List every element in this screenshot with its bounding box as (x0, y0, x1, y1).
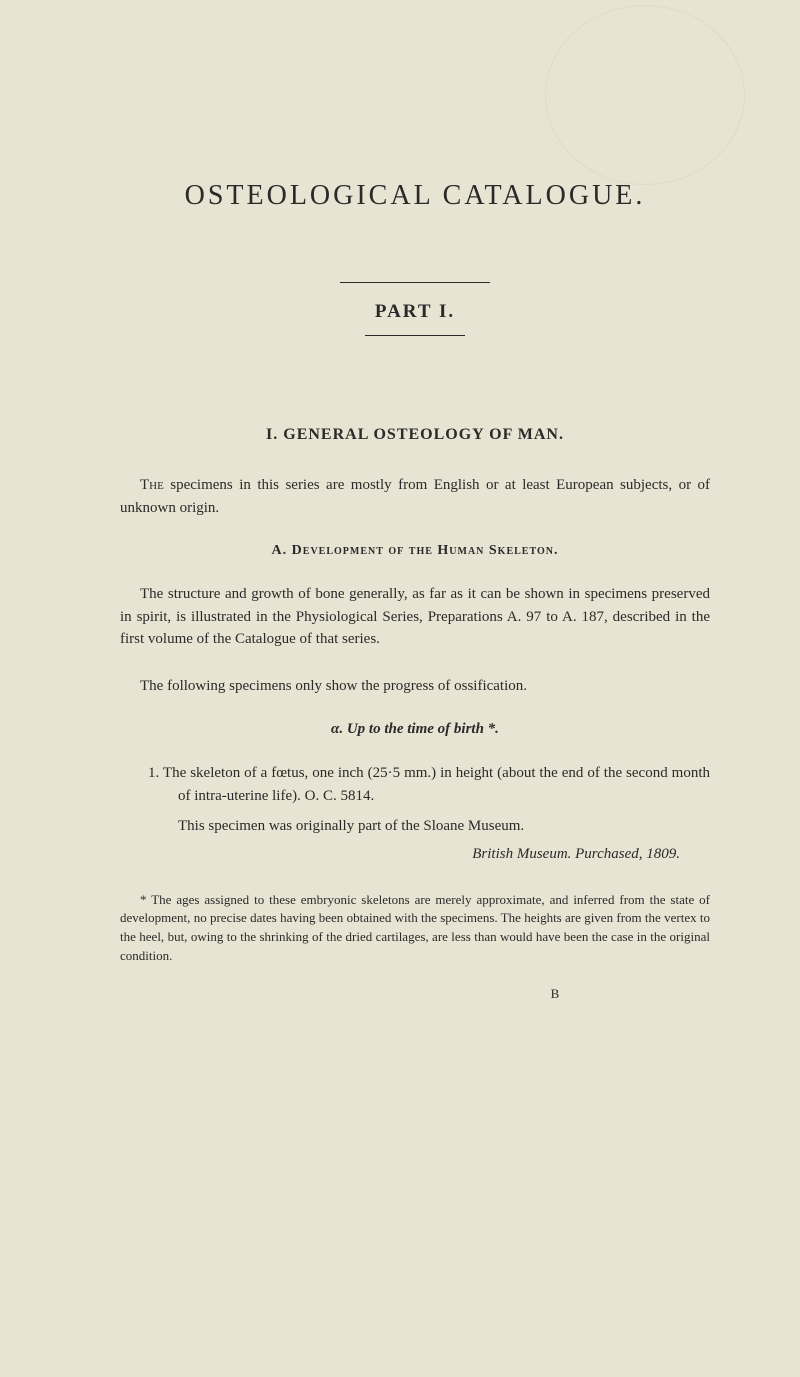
divider-above-part (340, 282, 490, 283)
part-title: PART I. (120, 301, 710, 323)
intro-paragraph: The specimens in this series are mostly … (120, 474, 710, 519)
divider-below-part (365, 335, 465, 336)
catalog-entry-1-note: This specimen was originally part of the… (120, 815, 710, 838)
section-heading: I. GENERAL OSTEOLOGY OF MAN. (120, 426, 710, 444)
page-signature-letter: B (120, 986, 710, 1002)
subsection-heading: A. Development of the Human Skeleton. (120, 543, 710, 559)
footnote: * The ages assigned to these embryonic s… (120, 891, 710, 966)
paragraph-structure: The structure and growth of bone general… (120, 583, 710, 651)
catalog-entry-1: 1. The skeleton of a fœtus, one inch (25… (120, 762, 710, 807)
alpha-heading: α. Up to the time of birth *. (120, 721, 710, 738)
intro-text: specimens in this series are mostly from… (120, 477, 710, 516)
intro-first-word: The (140, 477, 164, 493)
page-watermark-circle (545, 5, 745, 185)
paragraph-following: The following specimens only show the pr… (120, 675, 710, 698)
catalog-entry-1-source: British Museum. Purchased, 1809. (120, 846, 710, 863)
main-title: OSTEOLOGICAL CATALOGUE. (120, 180, 710, 212)
